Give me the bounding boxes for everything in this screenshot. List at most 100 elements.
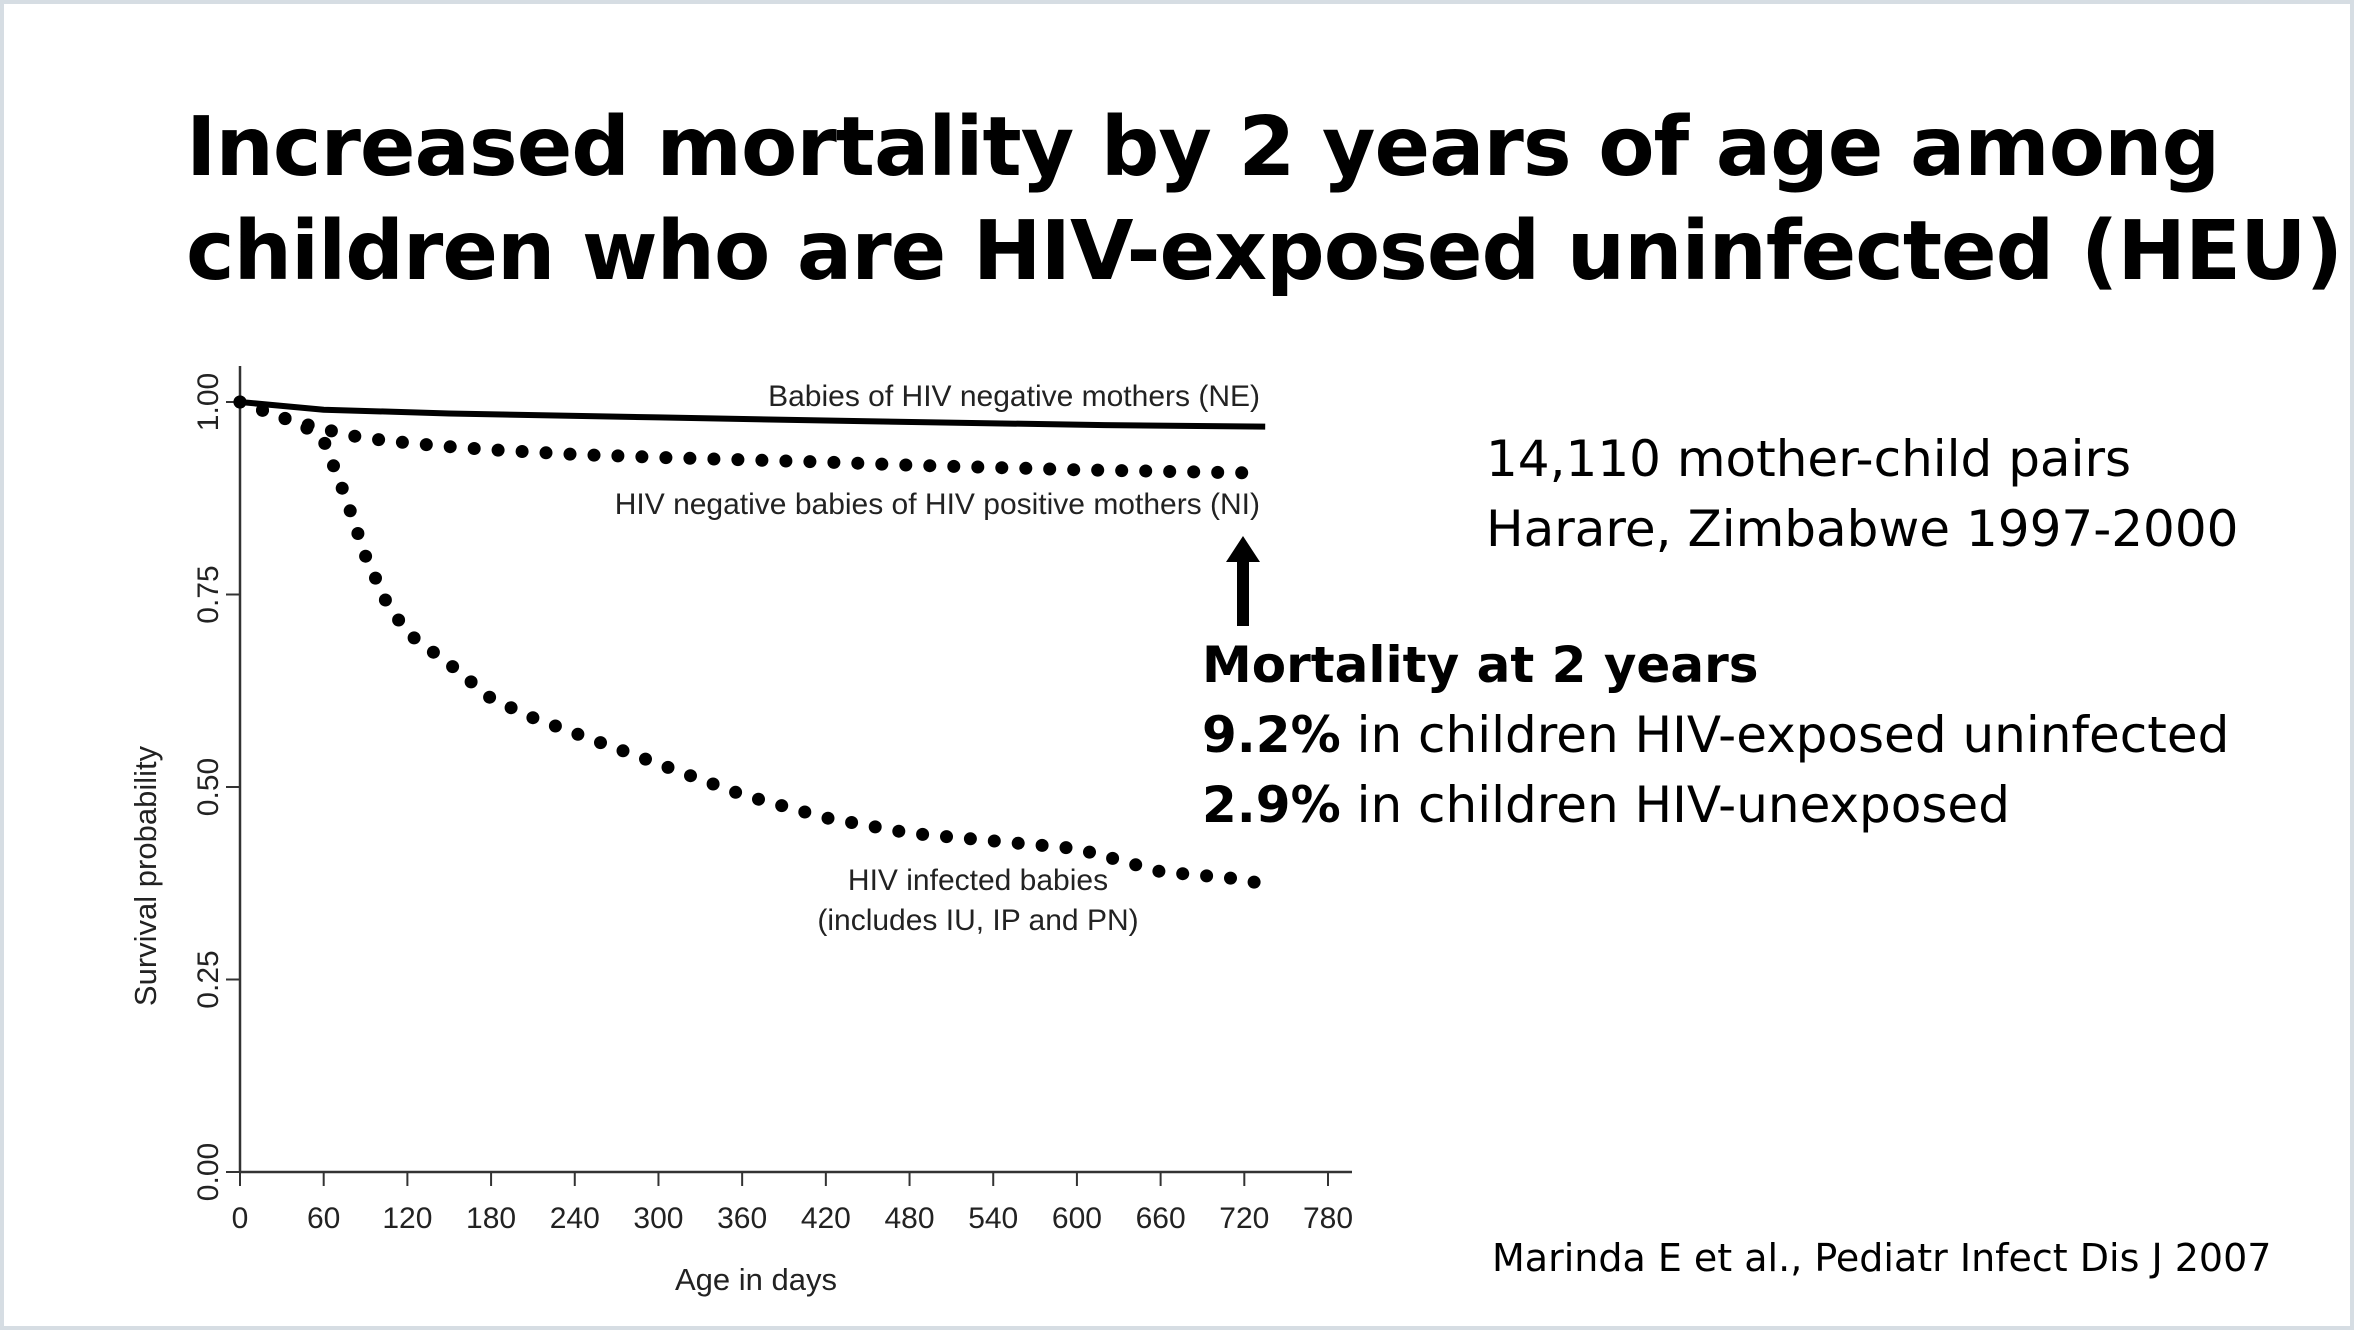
chart-labels: Age in days Survival probability Babies … (128, 380, 1260, 1297)
series-point (845, 816, 859, 829)
series-point (683, 451, 697, 465)
series-point (443, 440, 457, 454)
series-point (1115, 464, 1129, 478)
series-point (515, 445, 529, 458)
mortality-heu-value: 9.2% (1202, 706, 1341, 764)
series-point (1043, 462, 1057, 476)
series-point (616, 744, 630, 758)
x-tick-label: 660 (1136, 1202, 1186, 1235)
citation: Marinda E et al., Pediatr Infect Dis J 2… (1492, 1236, 2272, 1280)
series-point (491, 443, 505, 457)
mortality-unexposed-text: in children HIV-unexposed (1340, 776, 2010, 834)
mortality-unexposed-value: 2.9% (1202, 776, 1341, 834)
series-point (1011, 836, 1025, 850)
x-tick-label: 420 (801, 1202, 851, 1235)
series-point (1224, 871, 1237, 885)
series-point (318, 436, 332, 450)
series-point (868, 820, 882, 834)
series-point (706, 777, 720, 791)
y-tick-label: 0.00 (192, 1143, 225, 1201)
y-axis-label: Survival probability (128, 745, 163, 1006)
x-tick-label: 240 (550, 1202, 600, 1235)
series-point (899, 458, 913, 472)
study-location: Harare, Zimbabwe 1997-2000 (1486, 500, 2239, 558)
series-point (684, 769, 697, 783)
series-point (1035, 838, 1049, 852)
mortality-heu-row: 9.2% in children HIV-exposed uninfected (1202, 700, 2229, 770)
series-point (731, 453, 745, 467)
y-tick-label: 0.75 (192, 565, 225, 623)
series-point (707, 452, 721, 466)
series-point (661, 760, 675, 774)
x-tick-label: 120 (382, 1202, 432, 1235)
series-point (256, 403, 269, 417)
series-point (1083, 845, 1096, 859)
series-point (504, 701, 518, 715)
series-point (851, 456, 865, 470)
series-point (464, 675, 478, 689)
mortality-unexposed-row: 2.9% in children HIV-unexposed (1202, 770, 2229, 840)
series-point (571, 727, 585, 741)
up-arrow-icon (1226, 536, 1260, 626)
series-point (1129, 858, 1143, 872)
series-line-0 (239, 399, 1266, 430)
x-tick-label: 0 (232, 1202, 249, 1235)
series-point (587, 448, 601, 462)
series-point (752, 792, 765, 806)
series-point (343, 504, 357, 518)
series-point (233, 395, 247, 409)
series-point (923, 459, 937, 473)
series-point (755, 453, 769, 467)
series-point (875, 457, 889, 471)
series-point (892, 824, 906, 838)
x-tick-label: 60 (307, 1202, 340, 1235)
series-point (395, 435, 409, 449)
series-point (483, 690, 497, 704)
series-point (611, 449, 625, 463)
series-point (821, 811, 835, 825)
chart-axes: 0 60 120 180 240 300 360 420 480 540 600 660 720 780 0… (192, 366, 1353, 1235)
series-point (639, 752, 652, 766)
series-point (378, 593, 392, 607)
series-point (987, 834, 1001, 848)
series-point (327, 459, 340, 473)
mortality-heu-text: in children HIV-exposed uninfected (1340, 706, 2230, 764)
title-line-2: children who are HIV-exposed uninfected … (186, 204, 2343, 299)
series-point (827, 455, 841, 469)
series-point (1019, 461, 1033, 475)
x-tick-label: 600 (1052, 1202, 1102, 1235)
series-point (594, 736, 607, 750)
series-point (1247, 875, 1261, 889)
series-point (803, 455, 817, 469)
x-axis-label: Age in days (675, 1262, 837, 1297)
series-point (1106, 851, 1120, 865)
series-point (563, 447, 577, 461)
series-point (1163, 465, 1177, 478)
series-point (947, 459, 961, 473)
series-point (419, 438, 433, 452)
series-point (369, 571, 382, 585)
series-point (324, 424, 338, 438)
series-point (300, 421, 314, 435)
series-point (635, 450, 649, 464)
x-tick-label: 540 (968, 1202, 1018, 1235)
series-point (971, 460, 985, 474)
x-tick-label: 720 (1219, 1202, 1269, 1235)
series-label-ni: HIV negative babies of HIV positive moth… (615, 488, 1260, 521)
mortality-heading: Mortality at 2 years (1202, 636, 1759, 694)
series-label-infected-sub: (includes IU, IP and PN) (817, 904, 1138, 937)
title-line-1: Increased mortality by 2 years of age am… (186, 100, 2220, 195)
series-point (779, 454, 793, 468)
series-point (1200, 869, 1214, 883)
chart-series (233, 395, 1266, 889)
series-point (526, 711, 540, 725)
series-point (407, 631, 421, 645)
mortality-summary: Mortality at 2 years 9.2% in children HI… (1202, 630, 2229, 840)
study-info: 14,110 mother-child pairs Harare, Zimbab… (1486, 424, 2239, 564)
series-point (659, 451, 673, 465)
x-tick-label: 180 (466, 1202, 516, 1235)
y-tick-label: 0.25 (192, 950, 225, 1008)
series-point (1211, 465, 1225, 479)
